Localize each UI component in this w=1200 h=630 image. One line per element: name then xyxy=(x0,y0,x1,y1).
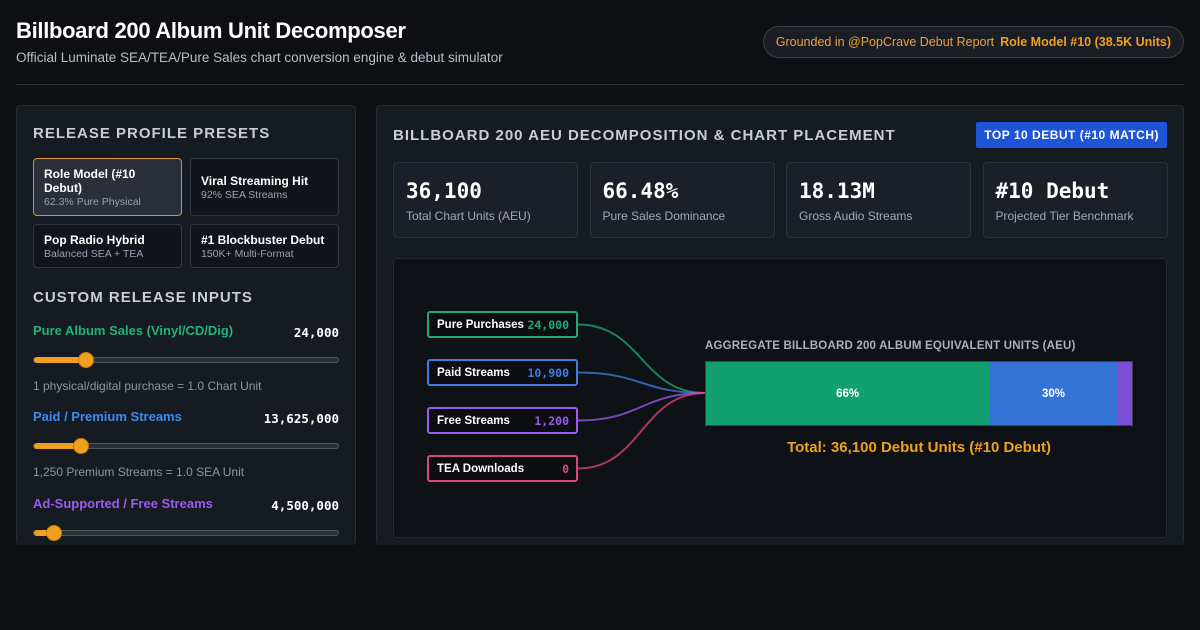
input-row: Ad-Supported / Free Streams 4,500,000 xyxy=(33,496,339,541)
slider-fill xyxy=(34,357,86,363)
stat-label: Total Chart Units (AEU) xyxy=(406,209,531,223)
flow-link xyxy=(577,392,706,422)
preset-name: Pop Radio Hybrid xyxy=(44,233,145,247)
preset-desc: 150K+ Multi-Format xyxy=(201,248,294,260)
presets-title: Release Profile Presets xyxy=(33,125,271,142)
input-value: 24,000 xyxy=(293,325,339,340)
slider-fill xyxy=(34,530,54,536)
preset-card[interactable]: Pop Radio Hybrid Balanced SEA + TEA xyxy=(33,224,182,268)
stat-card: 66.48% Pure Sales Dominance xyxy=(589,162,775,238)
slider-fill xyxy=(34,443,82,449)
main-panel: Billboard 200 AEU Decomposition & Chart … xyxy=(376,105,1184,545)
preset-desc: 92% SEA Streams xyxy=(201,189,288,201)
flow-source-node: Free Streams 1,200 xyxy=(427,407,578,434)
flow-source-name: TEA Downloads xyxy=(437,462,525,475)
aggregate-bar: 66% 30% xyxy=(705,361,1133,426)
flow-source-name: Paid Streams xyxy=(437,366,510,379)
input-slider[interactable] xyxy=(33,438,339,454)
source-badge: Grounded in @PopCrave Debut Report Role … xyxy=(762,26,1184,58)
input-value: 4,500,000 xyxy=(271,498,339,513)
page-title: Billboard 200 Album Unit Decomposer xyxy=(16,18,406,43)
flow-source-value: 0 xyxy=(562,461,569,476)
input-label: Pure Album Sales (Vinyl/CD/Dig) xyxy=(33,323,234,338)
flow-source-node: Paid Streams 10,900 xyxy=(427,359,578,386)
total-units-text: Total: 36,100 Debut Units (#10 Debut) xyxy=(787,439,1051,456)
aeu-segment: 30% xyxy=(989,362,1118,425)
stat-card: 36,100 Total Chart Units (AEU) xyxy=(393,162,578,238)
page-header: Billboard 200 Album Unit Decomposer Offi… xyxy=(16,18,1184,65)
slider-thumb[interactable] xyxy=(73,438,90,454)
slider-thumb[interactable] xyxy=(45,525,62,541)
flow-source-value: 1,200 xyxy=(534,413,569,428)
flow-source-name: Pure Purchases xyxy=(437,318,524,331)
preset-name: Role Model (#10 Debut) xyxy=(44,167,136,195)
input-row: Paid / Premium Streams 13,625,000 1,250 Pr… xyxy=(33,409,339,479)
stat-card: 18.13M Gross Audio Streams xyxy=(786,162,971,238)
input-label: Ad-Supported / Free Streams xyxy=(33,496,213,511)
input-hint: 1,250 Premium Streams = 1.0 SEA Unit xyxy=(33,465,245,479)
header-divider xyxy=(16,84,1184,85)
preset-desc: 62.3% Pure Physical xyxy=(44,196,141,208)
preset-card[interactable]: Viral Streaming Hit 92% SEA Streams xyxy=(190,158,339,216)
flow-source-name: Free Streams xyxy=(437,414,510,427)
input-label: Paid / Premium Streams xyxy=(33,409,182,424)
preset-desc: Balanced SEA + TEA xyxy=(44,248,144,260)
stat-value: 66.48% xyxy=(602,179,679,203)
main-title: Billboard 200 AEU Decomposition & Chart … xyxy=(393,127,896,144)
stat-card: #10 Debut Projected Tier Benchmark xyxy=(982,162,1168,238)
aeu-segment xyxy=(1117,362,1132,425)
source-badge-highlight: Role Model #10 (38.5K Units) xyxy=(1000,35,1171,49)
stat-value: 36,100 xyxy=(406,179,482,203)
input-row: Pure Album Sales (Vinyl/CD/Dig) 24,000 1 p… xyxy=(33,323,339,393)
flow-link xyxy=(577,323,706,394)
tier-badge: TOP 10 DEBUT (#10 MATCH) xyxy=(976,122,1167,148)
stat-label: Projected Tier Benchmark xyxy=(995,209,1134,223)
stat-value: 18.13M xyxy=(799,179,875,203)
stat-label: Gross Audio Streams xyxy=(799,209,913,223)
input-slider[interactable] xyxy=(33,352,339,368)
flow-source-value: 24,000 xyxy=(527,317,569,332)
flow-links xyxy=(577,323,706,470)
preset-card[interactable]: #1 Blockbuster Debut 150K+ Multi-Format xyxy=(190,224,339,268)
flow-source-node: Pure Purchases 24,000 xyxy=(427,311,578,338)
aggregate-label: AGGREGATE BILLBOARD 200 ALBUM EQUIVALENT… xyxy=(705,340,1076,352)
preset-grid: Role Model (#10 Debut) 62.3% Pure Physica… xyxy=(33,158,339,268)
flow-link xyxy=(577,371,706,394)
stat-label: Pure Sales Dominance xyxy=(602,209,726,223)
preset-card[interactable]: Role Model (#10 Debut) 62.3% Pure Physica… xyxy=(33,158,182,216)
input-slider[interactable] xyxy=(33,525,339,541)
stats-row: 36,100 Total Chart Units (AEU) 66.48% Pure … xyxy=(393,162,1168,238)
flow-diagram: AGGREGATE BILLBOARD 200 ALBUM EQUIVALENT… xyxy=(393,258,1167,538)
source-badge-prefix: Grounded in @PopCrave Debut Report xyxy=(775,35,995,49)
aeu-segment: 66% xyxy=(706,362,990,425)
flow-source-node: TEA Downloads 0 xyxy=(427,455,578,482)
input-value: 13,625,000 xyxy=(263,411,339,426)
left-panel: Release Profile Presets Role Model (#10 … xyxy=(16,105,356,545)
slider-thumb[interactable] xyxy=(77,352,94,368)
preset-name: #1 Blockbuster Debut xyxy=(201,233,325,247)
flow-link xyxy=(577,392,706,470)
flow-source-value: 10,900 xyxy=(527,365,569,380)
page-subtitle: Official Luminate SEA/TEA/Pure Sales cha… xyxy=(16,50,503,65)
inputs-title: Custom Release Inputs xyxy=(33,289,253,306)
stat-value: #10 Debut xyxy=(995,179,1110,203)
preset-name: Viral Streaming Hit xyxy=(201,174,309,188)
input-hint: 1 physical/digital purchase = 1.0 Chart … xyxy=(33,379,262,393)
